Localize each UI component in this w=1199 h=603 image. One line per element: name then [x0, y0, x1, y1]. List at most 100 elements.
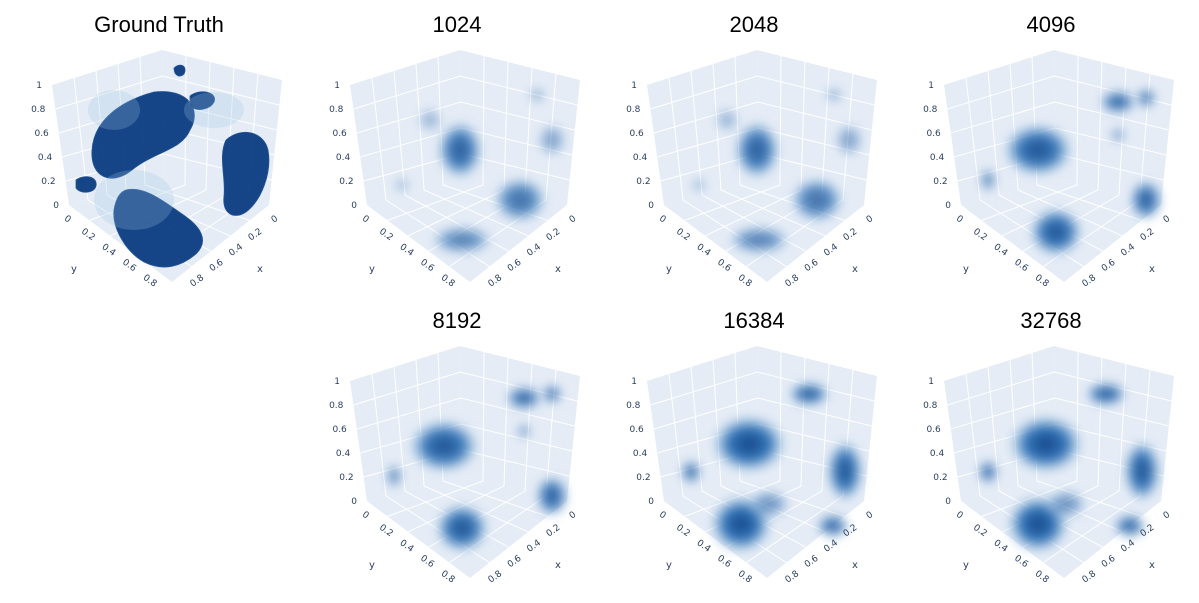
z-tick-label: 0.6: [332, 425, 347, 435]
y-axis-label: y: [963, 560, 969, 571]
y-tick-label: 0: [657, 510, 668, 522]
volume-blob: [189, 91, 215, 110]
y-tick-label: 0.6: [1012, 554, 1030, 571]
y-axis-label: y: [369, 264, 375, 275]
z-tick-label: 0.4: [633, 449, 648, 459]
volume-blob: [681, 460, 701, 484]
x-tick-label: 0.6: [803, 554, 821, 571]
y-tick-label: 0.4: [398, 242, 416, 259]
x-tick-label: 0.8: [1081, 569, 1099, 586]
z-tick-label: 0.8: [923, 401, 938, 411]
y-axis-label: y: [666, 264, 672, 275]
x-tick-label: 0: [270, 214, 281, 226]
x-tick-label: 0: [865, 510, 876, 522]
y-tick-label: 0.8: [1033, 569, 1051, 586]
x-tick-label: 0.6: [506, 554, 524, 571]
x-tick-label: 0.6: [506, 258, 524, 275]
y-tick-label: 0.8: [736, 273, 754, 290]
z-tick-label: 0.6: [926, 129, 941, 139]
back-wall-right: [1054, 50, 1174, 205]
y-tick-label: 0.2: [377, 523, 394, 539]
x-tick-label: 0.2: [842, 227, 859, 243]
volume-blob: [113, 188, 203, 268]
z-tick-label: 0.4: [336, 153, 351, 163]
x-tick-label: 0: [568, 214, 579, 226]
volume-blob: [715, 108, 739, 132]
x-tick-label: 0.4: [1119, 242, 1137, 259]
volume-blob: [394, 177, 410, 193]
z-tick-label: 0.4: [633, 153, 648, 163]
x-tick-label: 0.4: [822, 538, 840, 555]
z-tick-label: 0.8: [329, 105, 344, 115]
x-axis-label: x: [555, 264, 561, 275]
x-tick-label: 0.8: [189, 273, 207, 290]
volume-blob: [516, 423, 532, 439]
z-tick-label: 0: [351, 201, 357, 211]
grid-lines: [650, 351, 875, 564]
z-tick-label: 0: [648, 497, 654, 507]
y-tick-label: 0: [360, 214, 371, 226]
volume-blob: [221, 131, 270, 216]
y-tick-label: 0.8: [1033, 273, 1051, 290]
volume-blob: [1110, 127, 1126, 143]
volume-plot: 10.80.60.40.2000.20.40.60.800.20.40.60.8…: [626, 346, 877, 586]
z-tick-label: 0.6: [926, 425, 941, 435]
volume-blob: [94, 170, 174, 230]
y-tick-label: 0.6: [418, 258, 436, 275]
y-tick-label: 0.2: [971, 523, 988, 539]
volume-blob: [1046, 490, 1086, 518]
panel-ground-truth: Ground Truth 1 0.8 0.6 0.4 0.2 0 0 0.2 0.4 0.6 0.8…: [14, 0, 304, 290]
panel-title: 2048: [729, 12, 779, 37]
volume-blob: [410, 420, 478, 472]
y-tick-label: 0.4: [992, 538, 1010, 555]
volume-render: [978, 382, 1160, 552]
volume-blob: [184, 92, 244, 128]
volume-blob: [691, 177, 707, 193]
volume-plot: 10.80.60.40.2000.20.40.60.800.20.40.60.8…: [329, 346, 580, 586]
z-tick-label: 0.8: [626, 105, 641, 115]
volume-blob: [827, 441, 863, 501]
volume-blob: [436, 504, 488, 552]
x-tick-label: 0.4: [227, 242, 245, 259]
volume-blob: [506, 386, 542, 410]
z-tick-label: 0.2: [636, 473, 650, 483]
z-tick-label: 1: [631, 377, 637, 387]
z-tick-label: 0.4: [38, 153, 53, 163]
y-tick-label: 0.8: [439, 273, 457, 290]
z-tick-label: 0: [53, 201, 59, 211]
y-tick-label: 0.4: [695, 538, 713, 555]
x-axis-label: x: [1149, 560, 1155, 571]
y-axis-label: y: [369, 560, 375, 571]
x-axis-label: x: [555, 560, 561, 571]
volume-blob: [538, 124, 566, 156]
z-tick-label: 1: [631, 81, 637, 91]
y-axis-label: y: [963, 264, 969, 275]
z-tick-label: 0.8: [626, 401, 641, 411]
volume-blob: [494, 178, 546, 222]
volume-blob: [88, 90, 140, 130]
z-tick-label: 1: [334, 81, 340, 91]
y-tick-label: 0.4: [695, 242, 713, 259]
x-tick-label: 0.8: [784, 569, 802, 586]
volume-blob: [713, 416, 785, 472]
volume-blob: [791, 178, 843, 222]
y-tick-label: 0.4: [992, 242, 1010, 259]
z-tick-label: 0.6: [332, 129, 347, 139]
panel-1024: 1024 1 0.8 0.6 0.4 0.2 0 0 0.2 0.4 0.6 0.8 0 0.2 0.4 0…: [312, 0, 602, 290]
volume-blob: [386, 464, 402, 488]
volume-blob: [729, 226, 789, 254]
volume-blob: [1030, 208, 1082, 256]
z-tick-label: 0.6: [34, 129, 49, 139]
y-tick-label: 0.2: [971, 227, 988, 243]
panel-title: 8192: [432, 308, 482, 333]
y-tick-label: 0.2: [377, 227, 394, 243]
y-tick-label: 0.6: [120, 258, 138, 275]
x-tick-label: 0.8: [784, 273, 802, 290]
volume-blob: [817, 514, 849, 538]
panel-title: 1024: [432, 12, 482, 37]
panel-title: 32768: [1020, 308, 1082, 333]
y-axis-label: y: [666, 560, 672, 571]
y-tick-label: 0: [657, 214, 668, 226]
y-tick-label: 0.2: [674, 523, 691, 539]
y-tick-label: 0: [954, 510, 965, 522]
